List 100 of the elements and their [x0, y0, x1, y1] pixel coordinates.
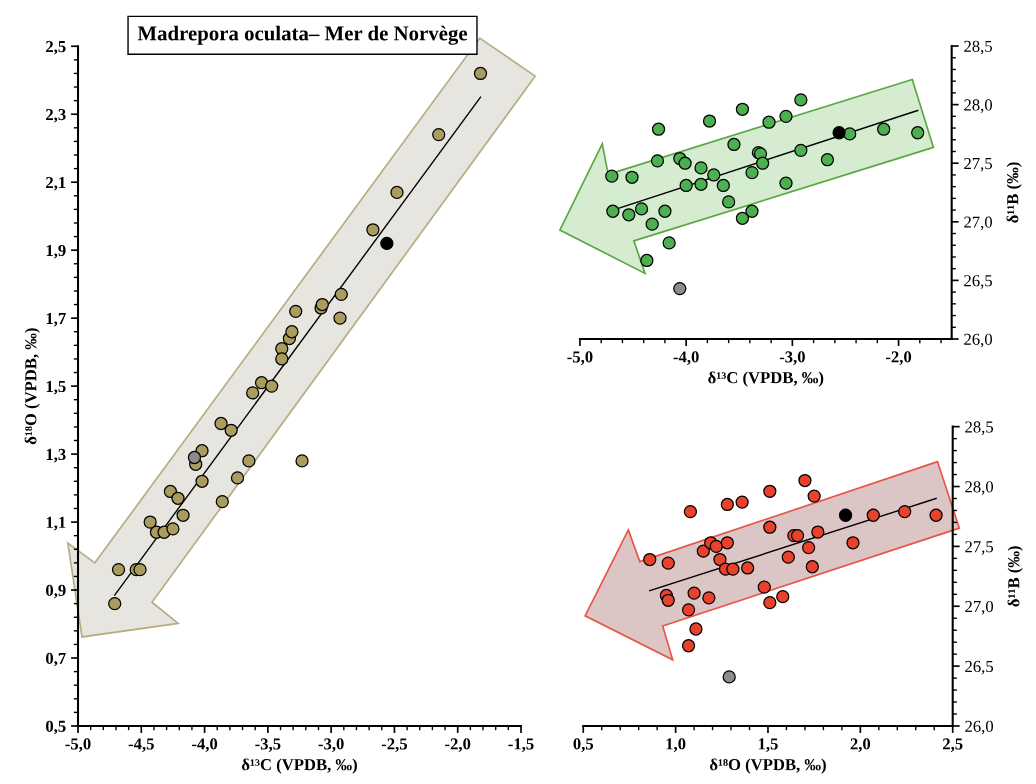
y-tick-label: 26,5: [965, 660, 994, 675]
y-tick-label: 1,7: [46, 312, 66, 327]
y-axis-title: δ¹⁸O (VPDB, ‰): [24, 328, 40, 445]
x-tick-label: -1,5: [508, 738, 534, 752]
y-tick-label: 0,9: [46, 584, 66, 599]
y-tick-label: 1,5: [46, 380, 66, 395]
y-tick-label: 1,9: [46, 244, 66, 259]
point: [929, 508, 943, 522]
point: [473, 66, 488, 81]
y-tick-label: 28,0: [964, 99, 993, 113]
point: [687, 586, 701, 600]
point: [720, 536, 734, 550]
point: [866, 508, 880, 522]
point: [735, 495, 749, 509]
point: [171, 491, 185, 505]
point: [811, 525, 825, 539]
point: [757, 580, 771, 594]
x-tick-label: -4,5: [128, 738, 154, 752]
point: [265, 379, 279, 393]
point: [242, 454, 256, 468]
point: [846, 536, 860, 550]
point: [661, 556, 675, 570]
point: [658, 204, 672, 218]
x-tick-label: 1,0: [666, 738, 686, 752]
point: [166, 522, 180, 536]
x-tick-label: -4,0: [673, 351, 699, 365]
y-tick-label: 26,5: [964, 275, 992, 289]
x-axis-title: δ¹³C (VPDB, ‰): [708, 371, 824, 387]
x-tick-label: -2,0: [885, 351, 912, 365]
point: [143, 515, 157, 529]
x-tick-label: -3,0: [779, 351, 805, 365]
point: [432, 127, 446, 142]
y-tick-label: 28,5: [965, 421, 994, 435]
point: [762, 115, 776, 129]
y-tick-label: 0,5: [46, 720, 66, 735]
point: [763, 520, 777, 534]
point: [726, 562, 740, 576]
point: [366, 223, 380, 237]
point: [176, 508, 190, 522]
point: [605, 169, 619, 183]
point: [650, 154, 665, 168]
point: [275, 352, 289, 366]
point: [727, 137, 741, 152]
point: [721, 195, 736, 209]
point: [133, 563, 147, 577]
point: [645, 217, 659, 231]
point: [735, 211, 750, 225]
y-tick-label: 26,0: [965, 720, 994, 735]
point: [807, 489, 821, 503]
point: [254, 376, 269, 390]
x-tick-label: 2,0: [850, 738, 871, 752]
point: [713, 552, 727, 567]
x-tick-label: -2,5: [381, 738, 408, 752]
point: [643, 552, 657, 567]
x-tick-label: -2,0: [445, 738, 471, 752]
chart-title: Madrepora oculata– Mer de Norvège: [137, 25, 468, 45]
point: [763, 596, 777, 610]
point: [334, 287, 348, 301]
point: [702, 591, 716, 605]
point: [640, 253, 654, 268]
x-tick-label: -5,0: [567, 351, 593, 365]
point: [696, 544, 710, 558]
y-tick-label: 1,1: [46, 516, 66, 531]
point: [898, 505, 912, 519]
x-axis-title: δ¹⁸O (VPDB, ‰): [709, 758, 826, 774]
point: [755, 156, 770, 170]
x-tick-label: 0,5: [573, 738, 594, 752]
point: [679, 178, 693, 193]
point: [187, 450, 202, 465]
point: [622, 208, 636, 222]
point: [606, 204, 620, 218]
y-tick-label: 1,3: [46, 448, 66, 463]
point: [801, 540, 816, 555]
y-tick-label: 2,3: [46, 108, 66, 123]
point: [694, 177, 708, 191]
point: [763, 484, 777, 498]
point: [634, 202, 649, 216]
y-tick-label: 27,5: [964, 157, 992, 172]
y-tick-label: 28,0: [965, 481, 994, 495]
point: [315, 297, 329, 312]
point: [832, 126, 846, 140]
y-tick-label: 27,5: [965, 541, 994, 555]
point: [390, 185, 404, 200]
point: [689, 622, 703, 636]
point: [651, 122, 666, 136]
point: [661, 593, 675, 607]
point: [224, 423, 238, 437]
point: [794, 93, 808, 107]
point: [683, 505, 698, 519]
point: [681, 603, 696, 617]
point: [108, 596, 122, 611]
point: [779, 109, 793, 123]
y-axis-title: δ¹¹B (‰): [1007, 546, 1023, 607]
y-tick-label: 28,5: [964, 40, 992, 55]
point: [716, 178, 730, 193]
point: [214, 416, 228, 431]
point: [877, 122, 891, 136]
point: [673, 281, 687, 296]
y-tick-label: 26,0: [964, 333, 993, 348]
y-tick-label: 2,1: [46, 176, 66, 191]
